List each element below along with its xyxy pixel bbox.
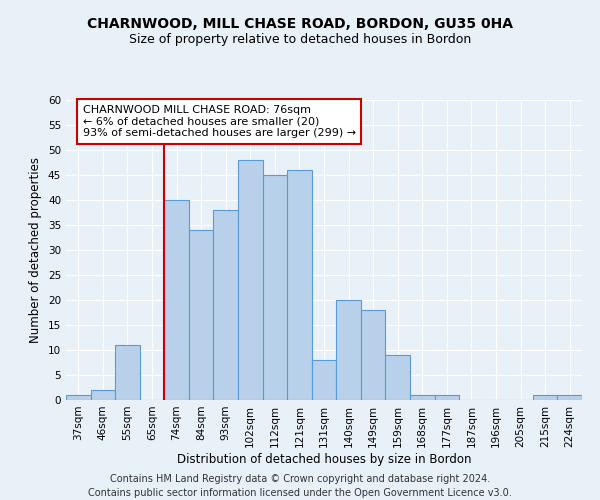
- Bar: [312, 360, 336, 400]
- Bar: [66, 395, 91, 400]
- Bar: [214, 210, 238, 400]
- Bar: [336, 300, 361, 400]
- Text: Contains HM Land Registry data © Crown copyright and database right 2024.
Contai: Contains HM Land Registry data © Crown c…: [88, 474, 512, 498]
- Text: Size of property relative to detached houses in Bordon: Size of property relative to detached ho…: [129, 32, 471, 46]
- Bar: [91, 390, 115, 400]
- Bar: [533, 395, 557, 400]
- X-axis label: Distribution of detached houses by size in Bordon: Distribution of detached houses by size …: [177, 452, 471, 466]
- Bar: [115, 345, 140, 400]
- Bar: [385, 355, 410, 400]
- Bar: [434, 395, 459, 400]
- Y-axis label: Number of detached properties: Number of detached properties: [29, 157, 43, 343]
- Text: CHARNWOOD MILL CHASE ROAD: 76sqm
← 6% of detached houses are smaller (20)
93% of: CHARNWOOD MILL CHASE ROAD: 76sqm ← 6% of…: [83, 105, 356, 138]
- Bar: [361, 310, 385, 400]
- Bar: [287, 170, 312, 400]
- Bar: [164, 200, 189, 400]
- Bar: [410, 395, 434, 400]
- Bar: [263, 175, 287, 400]
- Bar: [557, 395, 582, 400]
- Bar: [238, 160, 263, 400]
- Text: CHARNWOOD, MILL CHASE ROAD, BORDON, GU35 0HA: CHARNWOOD, MILL CHASE ROAD, BORDON, GU35…: [87, 18, 513, 32]
- Bar: [189, 230, 214, 400]
